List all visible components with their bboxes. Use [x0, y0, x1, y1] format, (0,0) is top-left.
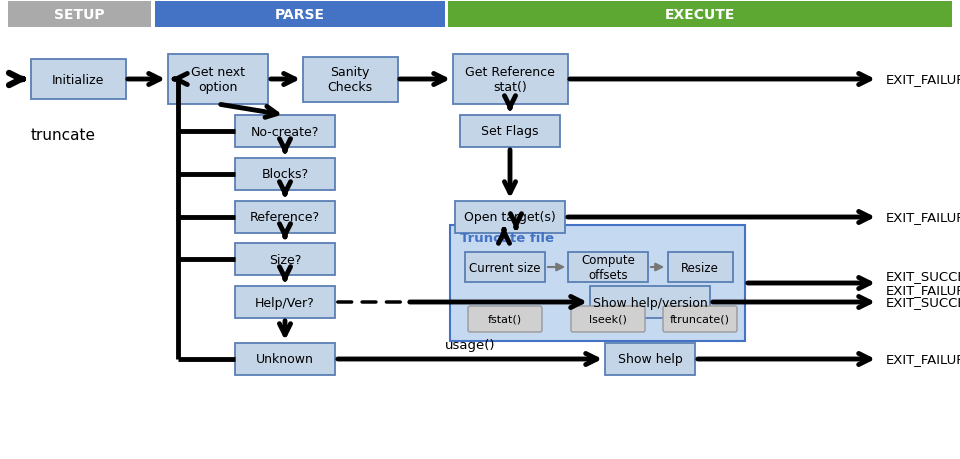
Text: Size?: Size?	[269, 253, 301, 266]
Text: EXIT_FAILURE: EXIT_FAILURE	[886, 73, 960, 86]
Text: Compute
offsets: Compute offsets	[581, 253, 635, 281]
FancyBboxPatch shape	[302, 57, 397, 102]
Text: Show help/version: Show help/version	[592, 296, 708, 309]
FancyBboxPatch shape	[663, 306, 737, 332]
FancyBboxPatch shape	[667, 252, 732, 282]
FancyBboxPatch shape	[605, 343, 695, 375]
FancyBboxPatch shape	[455, 202, 565, 234]
FancyBboxPatch shape	[465, 252, 545, 282]
FancyBboxPatch shape	[452, 55, 567, 105]
Text: EXIT_FAILURE: EXIT_FAILURE	[886, 353, 960, 366]
FancyBboxPatch shape	[168, 55, 268, 105]
Text: Resize: Resize	[681, 261, 719, 274]
Text: Help/Ver?: Help/Ver?	[255, 296, 315, 309]
Text: Reference?: Reference?	[250, 211, 320, 224]
FancyBboxPatch shape	[235, 116, 335, 148]
FancyBboxPatch shape	[235, 159, 335, 190]
FancyBboxPatch shape	[468, 306, 542, 332]
Text: Show help: Show help	[617, 353, 683, 366]
Text: fstat(): fstat()	[488, 314, 522, 325]
Text: Blocks?: Blocks?	[261, 168, 308, 181]
Text: Set Flags: Set Flags	[481, 125, 539, 138]
Text: Sanity
Checks: Sanity Checks	[327, 66, 372, 94]
Text: Get Reference
stat(): Get Reference stat()	[465, 66, 555, 94]
Text: EXIT_FAILURE: EXIT_FAILURE	[886, 284, 960, 297]
Text: Open target(s): Open target(s)	[464, 211, 556, 224]
Text: EXECUTE: EXECUTE	[665, 8, 735, 22]
FancyBboxPatch shape	[568, 252, 648, 282]
Text: No-create?: No-create?	[251, 125, 319, 138]
Text: Initialize: Initialize	[52, 73, 105, 86]
Bar	[448, 2, 952, 28]
Text: Current size: Current size	[469, 261, 540, 274]
Text: Unknown: Unknown	[256, 353, 314, 366]
FancyBboxPatch shape	[590, 286, 710, 318]
Text: EXIT_SUCCESS: EXIT_SUCCESS	[886, 296, 960, 309]
Text: EXIT_FAILURE: EXIT_FAILURE	[886, 211, 960, 224]
Text: PARSE: PARSE	[275, 8, 325, 22]
FancyBboxPatch shape	[235, 243, 335, 275]
FancyBboxPatch shape	[571, 306, 645, 332]
Text: Truncate file: Truncate file	[460, 232, 554, 245]
Text: Get next
option: Get next option	[191, 66, 245, 94]
FancyBboxPatch shape	[460, 116, 560, 148]
Text: lseek(): lseek()	[589, 314, 627, 325]
Text: usage(): usage()	[444, 339, 495, 352]
FancyBboxPatch shape	[235, 343, 335, 375]
FancyBboxPatch shape	[235, 202, 335, 234]
Bar	[8, 2, 151, 28]
FancyBboxPatch shape	[235, 286, 335, 318]
Bar	[155, 2, 445, 28]
FancyBboxPatch shape	[450, 225, 745, 341]
Text: truncate: truncate	[31, 127, 96, 142]
FancyBboxPatch shape	[31, 60, 126, 100]
Text: ftruncate(): ftruncate()	[670, 314, 730, 325]
Text: SETUP: SETUP	[54, 8, 105, 22]
Text: EXIT_SUCCESS: EXIT_SUCCESS	[886, 270, 960, 283]
